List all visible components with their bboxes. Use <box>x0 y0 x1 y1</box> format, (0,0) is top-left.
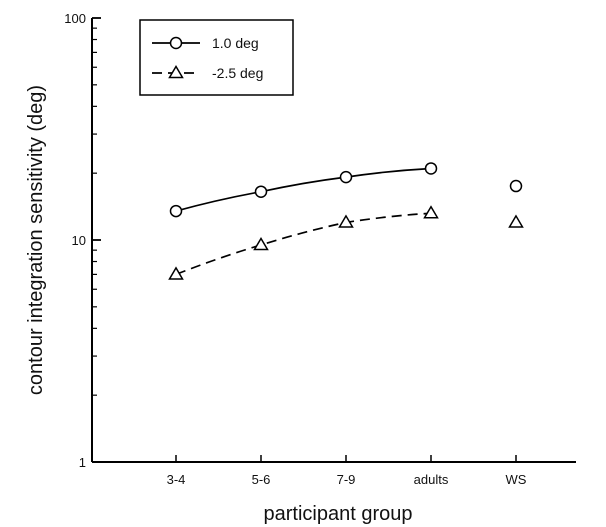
data-point <box>254 185 268 198</box>
x-tick-label: 3-4 <box>167 472 186 487</box>
legend-label: -2.5 deg <box>212 65 263 81</box>
data-point <box>253 236 269 251</box>
x-tick-label: 5-6 <box>252 472 271 487</box>
plot-area: 1 10 100 3-4 5-6 7-9 adults WS <box>64 11 576 487</box>
data-point <box>508 214 524 228</box>
legend-box <box>139 19 294 96</box>
legend-marker <box>168 65 184 79</box>
data-point <box>423 205 439 219</box>
x-tick-label: adults <box>414 472 449 487</box>
data-point <box>509 179 523 193</box>
data-point <box>338 214 354 228</box>
y-axis-label: contour integration sensitivity (deg) <box>25 85 47 395</box>
x-tick-label: WS <box>506 472 527 487</box>
data-point <box>168 266 184 280</box>
x-tick-label: 7-9 <box>337 472 356 487</box>
y-tick-label: 100 <box>64 11 86 26</box>
x-axis-label: participant group <box>264 503 413 525</box>
series-line-2 <box>175 212 432 276</box>
legend: 1.0 deg -2.5 deg <box>139 19 294 96</box>
legend-label: 1.0 deg <box>212 35 259 51</box>
series-line-1 <box>175 167 432 212</box>
data-point <box>424 162 438 175</box>
data-point <box>339 170 353 184</box>
y-tick-label: 10 <box>72 233 86 248</box>
legend-marker <box>169 36 183 50</box>
y-tick-label: 1 <box>79 455 86 470</box>
data-point <box>169 204 183 218</box>
